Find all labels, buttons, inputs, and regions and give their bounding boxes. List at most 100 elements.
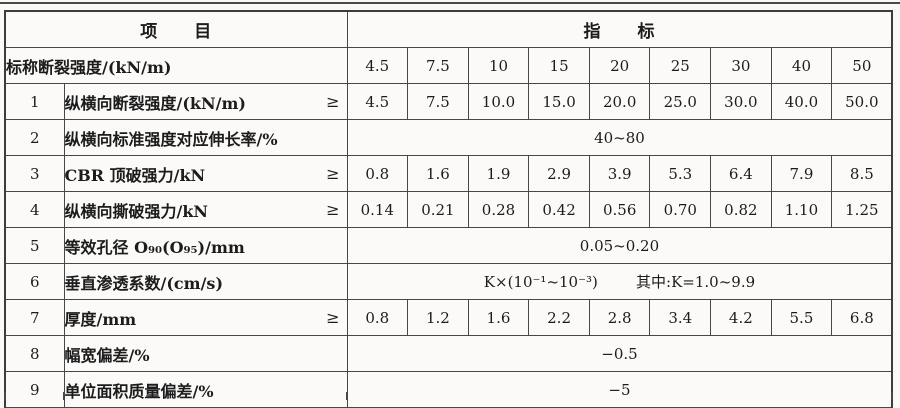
nominal-strength-row: 标称断裂强度/(kN/m) 4.5 7.5 10 15 20 25 30 40 … xyxy=(4,47,893,84)
value-cell: 5.5 xyxy=(770,299,833,336)
value-cell: 5.3 xyxy=(649,155,712,192)
row-number: 7 xyxy=(4,299,65,336)
value-cell: 30.0 xyxy=(710,83,772,120)
table-row-9: 9 单位面积质量偏差/% −5 xyxy=(4,371,893,408)
row-number: 5 xyxy=(4,227,65,264)
value-cell: 50 xyxy=(831,47,893,84)
row-label: 纵横向断裂强度/(kN/m) ≥ xyxy=(63,83,348,120)
value-cell: 20.0 xyxy=(588,83,651,120)
value-cell: 4.5 xyxy=(346,83,409,120)
ge-symbol: ≥ xyxy=(326,163,340,183)
value-cell: 4.5 xyxy=(346,47,409,84)
table-cutoff-right-border xyxy=(891,392,893,400)
value-cell: 2.8 xyxy=(588,299,651,336)
row-label-text: 纵横向断裂强度/(kN/m) xyxy=(64,93,246,113)
table-row-7: 7 厚度/mm ≥ 0.8 1.2 1.6 2.2 2.8 3.4 4.2 5.… xyxy=(4,299,893,336)
row-number: 9 xyxy=(4,371,65,408)
ge-symbol: ≥ xyxy=(326,199,340,219)
value-cell: 0.42 xyxy=(528,191,590,228)
span-value-cell: −0.5 xyxy=(346,335,893,372)
value-cell: 1.6 xyxy=(407,155,469,192)
spec-table-wrapper: 项 目 指 标 标称断裂强度/(kN/m) 4.5 7.5 10 15 20 2… xyxy=(4,10,894,408)
table-row-6: 6 垂直渗透系数/(cm/s) K×(10⁻¹~10⁻³) 其中:K=1.0~9… xyxy=(4,263,893,300)
value-cell: 40.0 xyxy=(770,83,833,120)
row-label: 厚度/mm ≥ xyxy=(63,299,348,336)
value-cell: 6.4 xyxy=(710,155,772,192)
value-cell: 40 xyxy=(770,47,833,84)
value-cell: 0.14 xyxy=(346,191,409,228)
row-label: 等效孔径 O₉₀(O₉₅)/mm xyxy=(63,227,348,264)
row-label-text: 纵横向标准强度对应伸长率/% xyxy=(64,129,278,149)
value-cell: 7.5 xyxy=(407,47,469,84)
value-cell: 1.25 xyxy=(831,191,893,228)
row-label-text: 单位面积质量偏差/% xyxy=(64,381,214,401)
value-cell: 0.82 xyxy=(710,191,772,228)
row-label-text: 垂直渗透系数/(cm/s) xyxy=(64,273,224,293)
row-label: 标称断裂强度/(kN/m) xyxy=(4,47,348,84)
header-item: 项 目 xyxy=(4,10,348,48)
value-cell: 25.0 xyxy=(649,83,712,120)
value-cell: 0.8 xyxy=(346,155,409,192)
value-cell: 0.21 xyxy=(407,191,469,228)
value-cell: 25 xyxy=(649,47,712,84)
value-cell: 6.8 xyxy=(831,299,893,336)
row-number: 2 xyxy=(4,119,65,156)
table-row-1: 1 纵横向断裂强度/(kN/m) ≥ 4.5 7.5 10.0 15.0 20.… xyxy=(4,83,893,120)
row-number: 1 xyxy=(4,83,65,120)
value-cell: 0.28 xyxy=(467,191,530,228)
value-cell: 7.5 xyxy=(407,83,469,120)
row-label: 纵横向撕破强力/kN ≥ xyxy=(63,191,348,228)
value-cell: 1.6 xyxy=(467,299,530,336)
ge-symbol: ≥ xyxy=(326,307,340,327)
row-number: 4 xyxy=(4,191,65,228)
table-row-4: 4 纵横向撕破强力/kN ≥ 0.14 0.21 0.28 0.42 0.56 … xyxy=(4,191,893,228)
row-label-text: 厚度/mm xyxy=(64,309,137,329)
value-cell: 3.4 xyxy=(649,299,712,336)
span-value-cell: K×(10⁻¹~10⁻³) 其中:K=1.0~9.9 xyxy=(346,263,893,300)
value-cell: 10 xyxy=(467,47,530,84)
row-label-text: CBR 顶破强力/kN xyxy=(64,165,206,185)
value-cell: 50.0 xyxy=(831,83,893,120)
table-row-2: 2 纵横向标准强度对应伸长率/% 40~80 xyxy=(4,119,893,156)
table-row-8: 8 幅宽偏差/% −0.5 xyxy=(4,335,893,372)
value-cell: 8.5 xyxy=(831,155,893,192)
table-row-5: 5 等效孔径 O₉₀(O₉₅)/mm 0.05~0.20 xyxy=(4,227,893,264)
value-cell: 0.70 xyxy=(649,191,712,228)
row-number: 3 xyxy=(4,155,65,192)
value-cell: 10.0 xyxy=(467,83,530,120)
value-cell: 2.2 xyxy=(528,299,590,336)
header-indicator: 指 标 xyxy=(346,10,893,48)
ge-symbol: ≥ xyxy=(326,91,340,111)
table-row-3: 3 CBR 顶破强力/kN ≥ 0.8 1.6 1.9 2.9 3.9 5.3 … xyxy=(4,155,893,192)
value-cell: 30 xyxy=(710,47,772,84)
row-label: 单位面积质量偏差/% xyxy=(63,371,348,408)
value-cell: 15.0 xyxy=(528,83,590,120)
value-cell: 7.9 xyxy=(770,155,833,192)
value-cell: 4.2 xyxy=(710,299,772,336)
row-number: 8 xyxy=(4,335,65,372)
value-cell: 0.8 xyxy=(346,299,409,336)
header-row: 项 目 指 标 xyxy=(4,10,893,48)
span-value-cell: −5 xyxy=(346,371,893,408)
row-label: 纵横向标准强度对应伸长率/% xyxy=(63,119,348,156)
value-cell: 2.9 xyxy=(528,155,590,192)
spec-table: 项 目 指 标 标称断裂强度/(kN/m) 4.5 7.5 10 15 20 2… xyxy=(4,10,894,408)
value-cell: 3.9 xyxy=(588,155,651,192)
span-value-cell: 40~80 xyxy=(346,119,893,156)
span-value-cell: 0.05~0.20 xyxy=(346,227,893,264)
value-cell: 1.9 xyxy=(467,155,530,192)
table-cutoff-col2-border xyxy=(346,392,347,400)
page-top-rule xyxy=(0,2,900,4)
row-label-text: 等效孔径 O₉₀(O₉₅)/mm xyxy=(64,237,245,257)
value-cell: 15 xyxy=(528,47,590,84)
value-cell: 1.2 xyxy=(407,299,469,336)
value-cell: 1.10 xyxy=(770,191,833,228)
table-cutoff-left-border xyxy=(4,392,6,400)
row-label-text: 幅宽偏差/% xyxy=(64,345,150,365)
row-label: 幅宽偏差/% xyxy=(63,335,348,372)
row-label: CBR 顶破强力/kN ≥ xyxy=(63,155,348,192)
table-cutoff-col1-border xyxy=(63,392,64,400)
row-number: 6 xyxy=(4,263,65,300)
value-cell: 0.56 xyxy=(588,191,651,228)
